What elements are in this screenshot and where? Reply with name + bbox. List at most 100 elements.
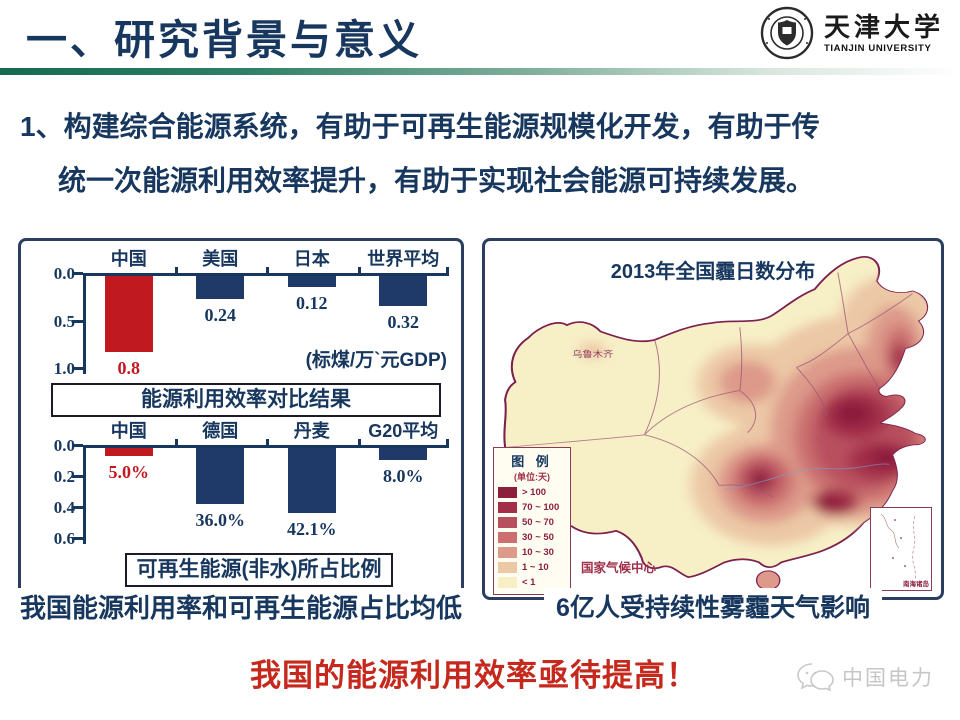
legend-label: 30 ~ 50 bbox=[522, 532, 554, 543]
university-name-cn: 天津大学 bbox=[823, 12, 944, 42]
category-label: 日本 bbox=[293, 249, 330, 269]
bar-chart-energy-efficiency: 0.0 0.5 1.0 中国 0.8 美国 0.24 日本 0.12 世界平均 0.32 bbox=[21, 245, 461, 413]
y-axis-line bbox=[83, 445, 86, 544]
hainan-island bbox=[755, 570, 781, 591]
south-china-sea-inset: 南海诸岛 bbox=[870, 507, 932, 591]
legend-label: 70 ~ 100 bbox=[522, 502, 560, 513]
y-tick-mark bbox=[72, 444, 83, 447]
category-label: 世界平均 bbox=[367, 249, 440, 269]
y-tick-label: 1.0 bbox=[53, 359, 75, 378]
bar-highlighted bbox=[104, 276, 153, 352]
legend-row: 70 ~ 100 bbox=[498, 500, 566, 515]
value-label: 0.12 bbox=[296, 293, 328, 314]
legend-label: < 1 bbox=[522, 577, 536, 588]
wechat-watermark: 中国电力 bbox=[796, 662, 934, 692]
x-tick-mark bbox=[266, 439, 269, 446]
legend-rows: > 100 70 ~ 100 50 ~ 70 30 ~ 50 10 ~ 30 1 ~ 10… bbox=[498, 485, 566, 590]
legend-row: 1 ~ 10 bbox=[498, 560, 566, 575]
bar bbox=[287, 448, 336, 514]
y-tick-mark bbox=[72, 319, 83, 323]
x-tick-mark bbox=[174, 439, 178, 446]
x-tick-mark bbox=[174, 267, 178, 274]
haze-map-panel: 2013年全国霾日数分布 bbox=[482, 238, 944, 600]
value-label: 5.0% bbox=[108, 461, 150, 482]
china-haze-map: 乌鲁木齐 bbox=[503, 256, 929, 591]
legend-unit: (单位:天) bbox=[514, 472, 550, 482]
value-label: 0.32 bbox=[387, 312, 420, 333]
category-label: 丹麦 bbox=[293, 421, 330, 441]
bar bbox=[196, 448, 245, 504]
value-label: 0.24 bbox=[204, 304, 237, 325]
value-label: 0.8 bbox=[117, 358, 141, 378]
y-tick-label: 0.0 bbox=[53, 436, 75, 455]
legend-swatch bbox=[498, 532, 517, 543]
category-label: 中国 bbox=[110, 421, 147, 441]
intro-paragraph: 1、构建综合能源系统，有助于可再生能源规模化开发，有助于传 统一次能源利用效率提… bbox=[20, 100, 944, 208]
x-tick-mark bbox=[446, 439, 449, 446]
legend-row: 30 ~ 50 bbox=[498, 530, 566, 545]
y-tick-label: 0.0 bbox=[53, 264, 75, 283]
y-tick-mark bbox=[72, 506, 83, 509]
legend-swatch bbox=[498, 502, 517, 513]
chart1-caption-text: 能源利用效率对比结果 bbox=[141, 388, 351, 411]
y-tick-mark bbox=[72, 475, 83, 478]
x-tick-mark bbox=[266, 267, 269, 274]
chart2-caption-box: 可再生能源(非水)所占比例 bbox=[125, 553, 393, 587]
category-label: 美国 bbox=[202, 249, 239, 269]
legend-label: > 100 bbox=[522, 487, 547, 498]
x-tick-mark bbox=[446, 267, 449, 274]
bar-highlighted bbox=[104, 448, 153, 456]
legend-title: 图 例 bbox=[511, 454, 553, 469]
legend-swatch bbox=[498, 487, 517, 498]
watermark-text: 中国电力 bbox=[842, 667, 934, 690]
y-axis-line bbox=[83, 273, 86, 374]
energy-charts-panel: 0.0 0.5 1.0 中国 0.8 美国 0.24 日本 0.12 世界平均 0.32 (标煤/万… bbox=[18, 238, 464, 600]
right-panel-caption: 6亿人受持续性雾霾天气影响 bbox=[544, 588, 882, 624]
legend-row: < 1 bbox=[498, 575, 566, 590]
legend-label: 50 ~ 70 bbox=[522, 517, 554, 528]
legend-row: 10 ~ 30 bbox=[498, 545, 566, 560]
category-label: 德国 bbox=[202, 421, 239, 441]
intro-line-2: 统一次能源利用效率提升，有助于实现社会能源可持续发展。 bbox=[58, 165, 815, 196]
province-borders bbox=[504, 272, 913, 499]
legend-swatch bbox=[498, 577, 517, 588]
legend-swatch bbox=[498, 547, 517, 558]
category-label: G20平均 bbox=[368, 421, 439, 441]
university-seal-icon bbox=[760, 6, 814, 60]
chart2-caption-text: 可再生能源(非水)所占比例 bbox=[136, 558, 382, 581]
legend-label: 1 ~ 10 bbox=[522, 562, 549, 573]
bar bbox=[379, 276, 428, 307]
bar bbox=[287, 276, 336, 288]
legend-swatch bbox=[498, 562, 517, 573]
university-name-en: TIANJIN UNIVERSITY bbox=[823, 42, 932, 54]
y-tick-mark bbox=[72, 367, 83, 370]
legend-label: 10 ~ 30 bbox=[522, 547, 554, 558]
y-tick-label: 0.4 bbox=[53, 498, 75, 517]
x-tick-mark bbox=[357, 267, 361, 274]
tianjin-university-logo: 天津大学 TIANJIN UNIVERSITY bbox=[759, 5, 944, 61]
y-tick-mark bbox=[72, 537, 83, 540]
yangtze-river-line bbox=[724, 463, 890, 491]
page-title: 一、研究背景与意义 bbox=[26, 17, 422, 63]
left-panel-caption: 我国能源利用率和可再生能源占比均低 bbox=[7, 588, 475, 625]
chart1-caption-box: 能源利用效率对比结果 bbox=[51, 383, 441, 417]
footer-headline: 我国的能源利用效率亟待提高！ bbox=[250, 658, 698, 693]
value-label: 36.0% bbox=[195, 509, 246, 530]
chart1-unit-label: (标煤/万`元GDP) bbox=[305, 350, 447, 371]
university-name: 天津大学 TIANJIN UNIVERSITY bbox=[824, 13, 944, 54]
legend-row: 50 ~ 70 bbox=[498, 515, 566, 530]
y-tick-label: 0.5 bbox=[53, 311, 75, 331]
y-tick-mark bbox=[72, 272, 83, 275]
map-source-label: 国家气候中心 bbox=[581, 561, 657, 575]
map-title: 2013年全国霾日数分布 bbox=[610, 261, 816, 283]
category-label: 中国 bbox=[110, 249, 147, 269]
inset-label: 南海诸岛 bbox=[903, 581, 929, 588]
city-label-urumqi: 乌鲁木齐 bbox=[572, 349, 614, 359]
x-tick-mark bbox=[357, 439, 361, 446]
wechat-bubbles-icon bbox=[797, 663, 834, 692]
y-tick-label: 0.6 bbox=[53, 529, 75, 548]
y-tick-label: 0.2 bbox=[53, 467, 75, 486]
value-label: 8.0% bbox=[383, 466, 424, 487]
x-axis-line bbox=[83, 273, 449, 276]
map-legend: 图 例 (单位:天) > 100 70 ~ 100 50 ~ 70 30 ~ 50 10… bbox=[493, 447, 571, 595]
